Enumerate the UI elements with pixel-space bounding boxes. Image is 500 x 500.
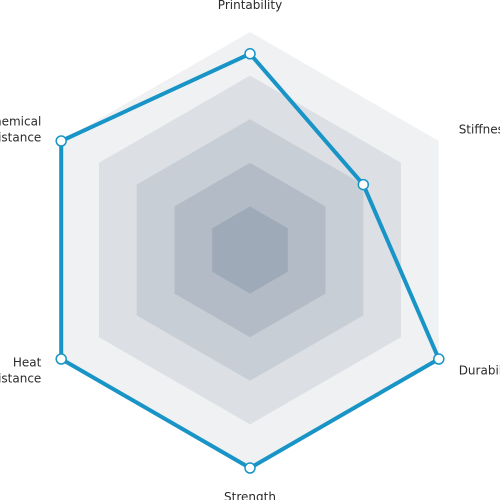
axis-label-0: Printability xyxy=(218,0,282,12)
data-point-1 xyxy=(357,178,370,191)
axis-label-line: Heat xyxy=(13,356,42,370)
axis-label-line: Chemical xyxy=(0,115,41,129)
data-point-3 xyxy=(244,462,256,474)
data-point-4 xyxy=(55,353,67,365)
axis-label-line: resistance xyxy=(0,131,41,145)
axis-label-4: Heat Resistance xyxy=(0,356,42,386)
axis-label-1: Stiffness xyxy=(459,123,500,137)
axis-label-line: Strength xyxy=(224,490,276,500)
radar-series xyxy=(55,48,445,474)
data-point-0 xyxy=(244,48,256,60)
axis-label-5: Chemical resistance xyxy=(0,115,41,145)
radar-ring-1 xyxy=(212,206,288,294)
axis-label-line: Stiffness xyxy=(459,123,500,137)
axis-label-line: Durability xyxy=(459,364,500,378)
axis-label-2: Durability xyxy=(459,364,500,378)
axis-label-line: Printability xyxy=(218,0,282,12)
data-point-5 xyxy=(55,135,67,147)
axis-label-3: Strength xyxy=(224,490,276,500)
axis-label-line: Resistance xyxy=(0,372,41,386)
radar-rings xyxy=(61,32,439,468)
data-point-2 xyxy=(433,353,445,365)
